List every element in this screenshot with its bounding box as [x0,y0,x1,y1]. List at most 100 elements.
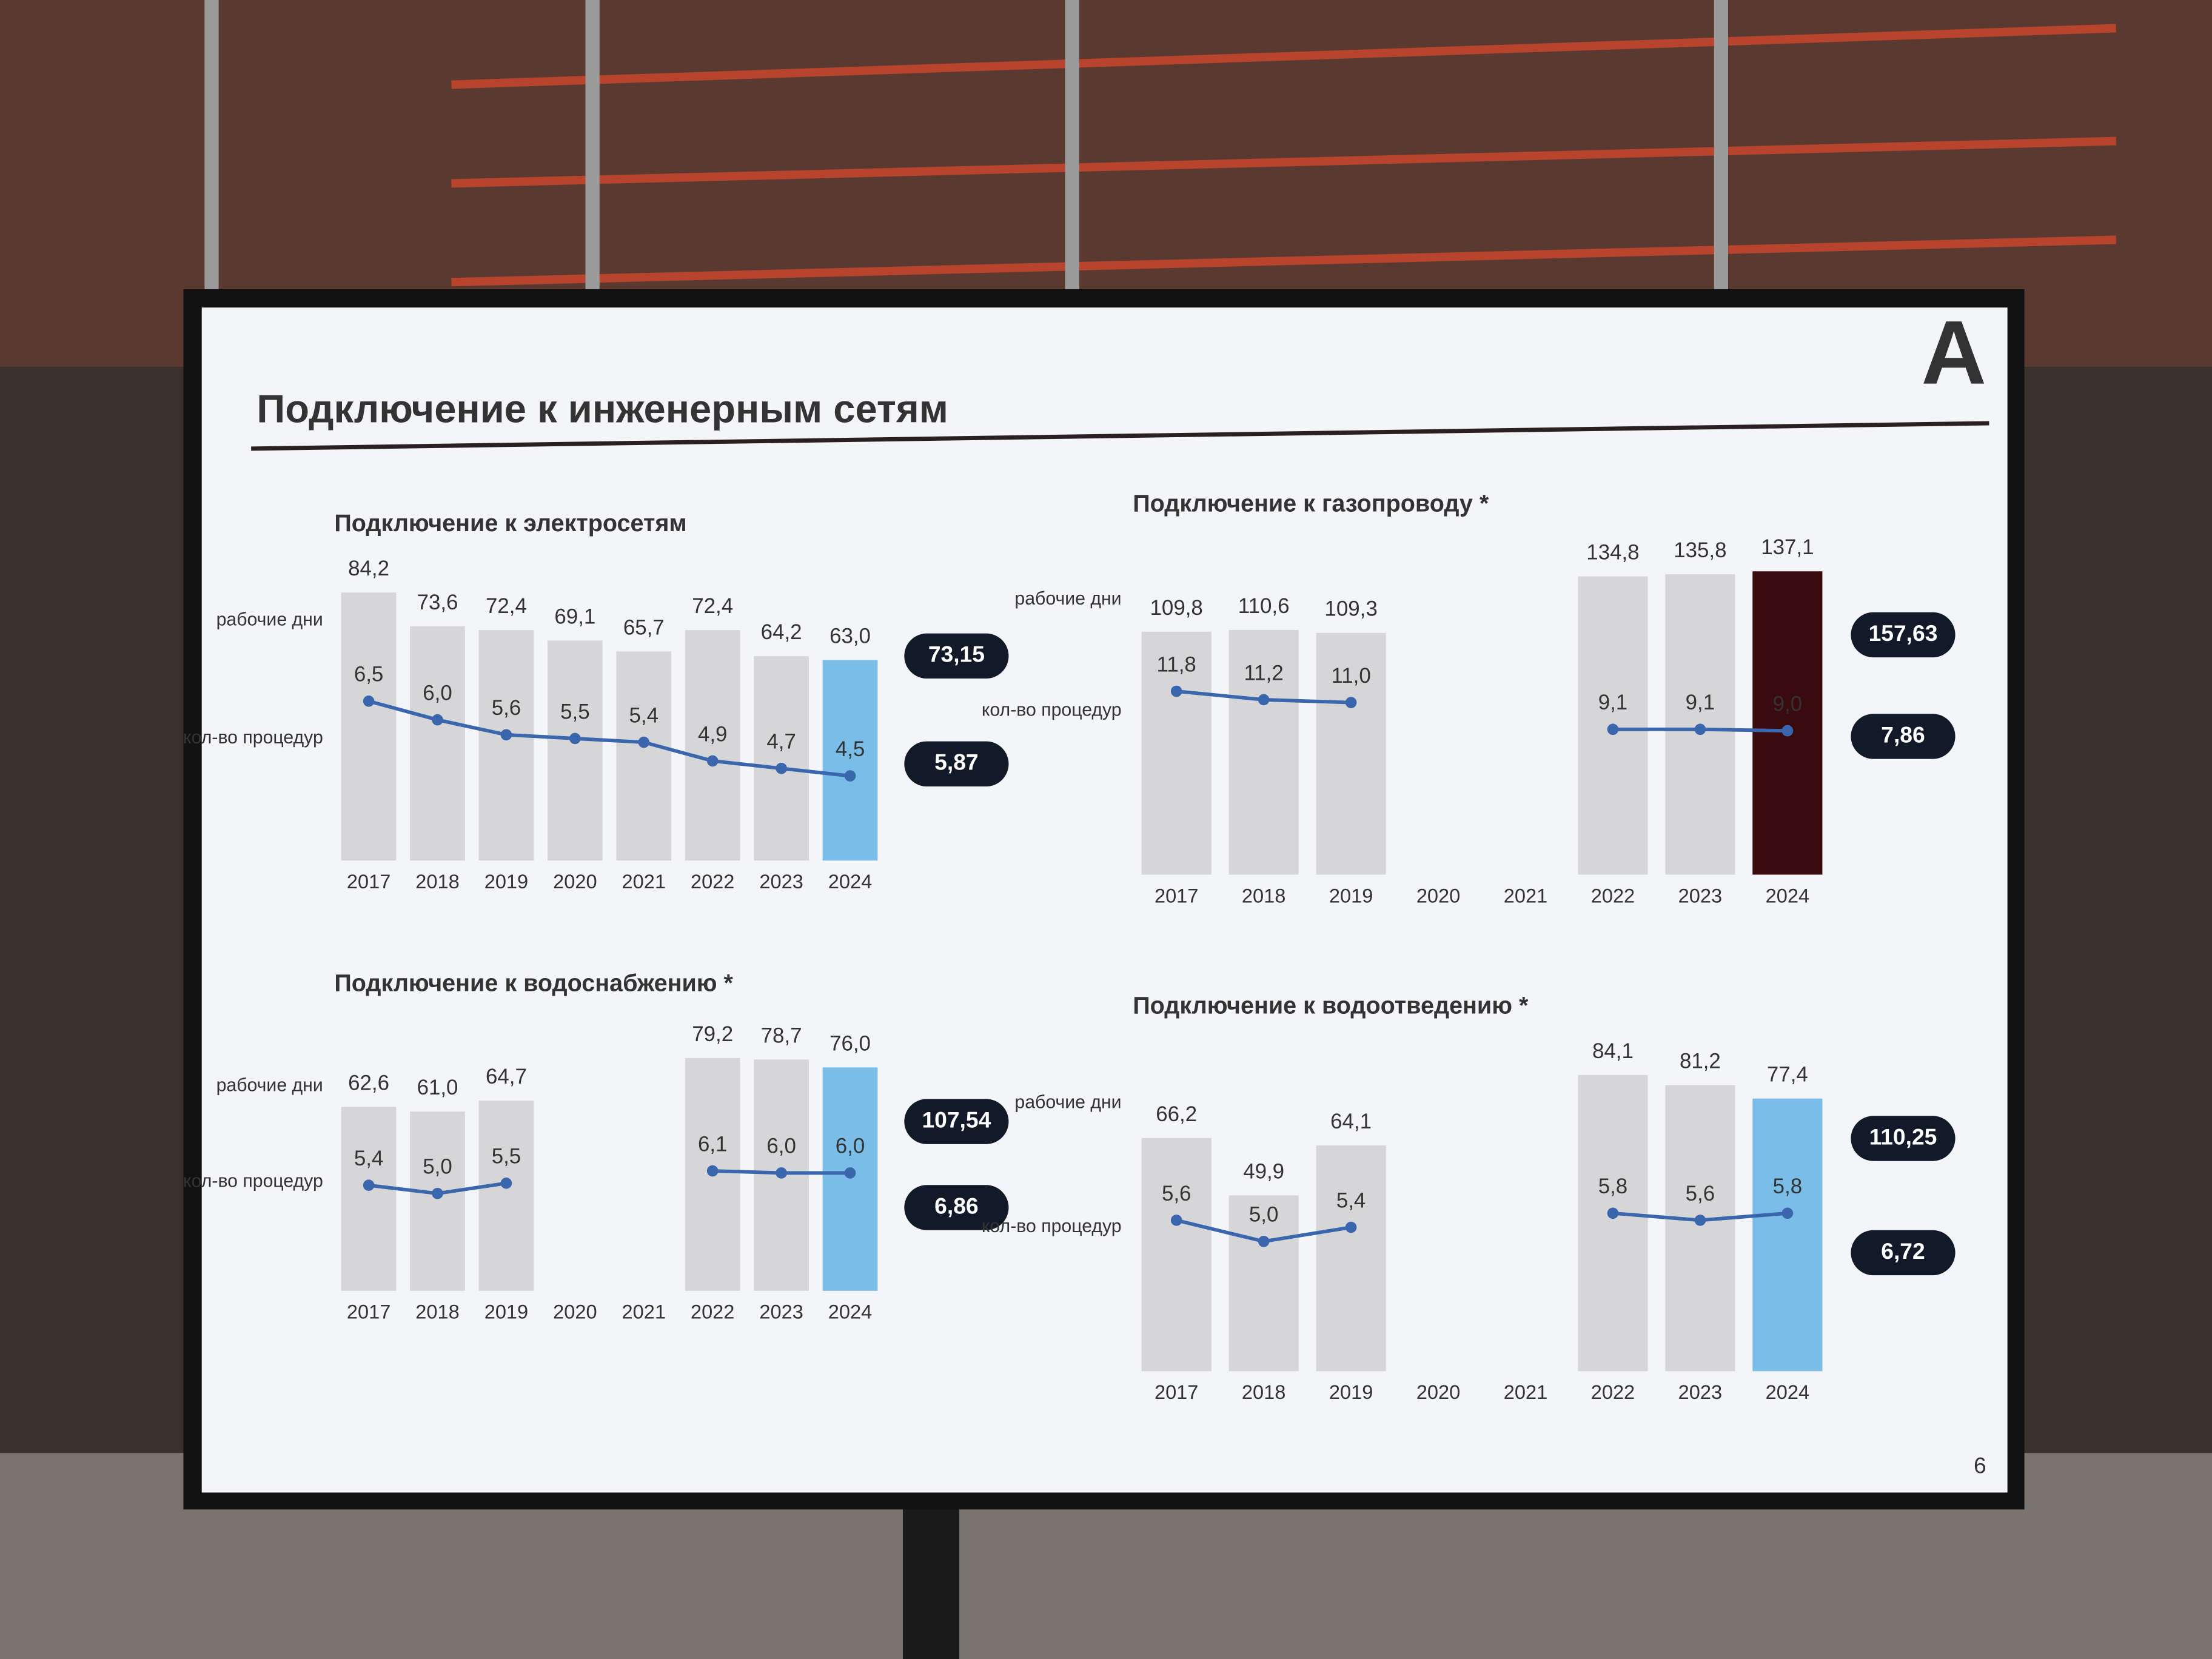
bar [547,640,603,861]
bar [616,651,672,861]
summary-badge [1851,1116,1956,1161]
point-value-label: 11,8 [1157,652,1196,676]
x-tick-label: 2018 [415,1301,459,1323]
point-value-label: 5,5 [560,700,589,723]
point [638,736,650,748]
point-value-label: 11,2 [1244,661,1283,685]
point-value-label: 4,5 [836,737,865,761]
title-rule [251,421,1989,451]
point [1170,1215,1182,1226]
point [1258,1236,1270,1247]
point-value-label: 5,8 [1598,1175,1627,1198]
series-label: рабочие дни [216,610,323,630]
bar-value-label: 61,0 [417,1076,458,1099]
bar [341,1107,397,1291]
bar-value-label: 72,4 [486,594,527,618]
point [1781,725,1794,737]
bar-value-label: 110,6 [1238,594,1290,618]
x-tick-label: 2024 [1766,1381,1809,1403]
bar-value-label: 79,2 [692,1022,733,1046]
bar-value-label: 64,7 [486,1065,527,1088]
point [776,1167,787,1179]
bar-value-label: 73,6 [417,591,458,614]
point-value-label: 5,6 [1162,1182,1191,1205]
x-tick-label: 2021 [622,871,666,893]
point [1694,723,1706,736]
point-value-label: 5,0 [1249,1203,1278,1227]
point [1694,1215,1706,1226]
point-value-label: 5,6 [1686,1182,1715,1205]
summary-badge [1851,1230,1956,1276]
point [569,732,581,745]
bar-value-label: 84,2 [348,557,389,580]
point [1258,694,1270,706]
x-tick-label: 2017 [1155,885,1198,907]
x-tick-label: 2021 [1504,1381,1547,1403]
x-tick-label: 2018 [1242,1381,1285,1403]
summary-badge [904,633,1009,679]
summary-label: 107,54 [922,1107,991,1132]
x-tick-label: 2023 [759,871,803,893]
bar [1228,629,1299,875]
bar [478,1101,534,1291]
x-tick-label: 2021 [1504,885,1547,907]
point [706,1165,719,1177]
x-tick-label: 2022 [691,871,734,893]
x-tick-label: 2019 [1329,1381,1373,1403]
slide [201,307,2008,1493]
point-value-label: 6,0 [423,681,452,705]
x-tick-label: 2017 [1155,1381,1198,1403]
point [1345,1221,1357,1233]
point [432,714,443,726]
x-tick-label: 2024 [828,871,872,893]
point [1170,685,1182,697]
point [432,1187,443,1199]
bar-value-label: 84,1 [1592,1039,1634,1063]
point [706,755,719,767]
point-value-label: 5,0 [423,1155,452,1179]
point [1607,1207,1619,1219]
x-tick-label: 2023 [759,1301,803,1323]
logo: A [1921,302,1986,403]
x-tick-label: 2022 [1591,1381,1635,1403]
chart-title: Подключение к водоснабжению * [334,970,733,996]
point [500,1178,512,1189]
point [1345,697,1357,708]
point-value-label: 5,4 [1336,1188,1366,1212]
bar-value-label: 134,8 [1586,541,1639,565]
bar [754,656,809,861]
series-label: кол-во процедур [982,700,1122,720]
series-label: рабочие дни [1014,589,1121,609]
series-label: рабочие дни [216,1075,323,1095]
bar-value-label: 64,2 [761,620,802,644]
x-tick-label: 2022 [1591,885,1635,907]
line [368,699,851,778]
bar [1578,1074,1648,1372]
chart-title: Подключение к водоотведению * [1133,993,1529,1019]
series-label: кол-во процедур [183,728,323,748]
bar [1752,1098,1823,1372]
point-value-label: 6,0 [766,1134,796,1158]
bar-value-label: 62,6 [348,1071,389,1094]
point-value-label: 5,4 [354,1147,383,1170]
point-value-label: 4,9 [698,722,727,746]
summary-label: 157,63 [1869,620,1938,646]
bar-value-label: 66,2 [1156,1102,1197,1126]
bar-value-label: 81,2 [1680,1050,1721,1073]
point-value-label: 5,8 [1773,1175,1802,1198]
slide-title: Подключение к инженерным сетям [256,387,948,431]
summary-badge [904,1185,1009,1230]
bar [410,1111,465,1291]
x-tick-label: 2023 [1678,885,1722,907]
x-tick-label: 2022 [691,1301,734,1323]
bar-value-label: 109,8 [1150,596,1203,620]
bar-value-label: 64,1 [1330,1110,1372,1133]
summary-label: 6,86 [934,1193,978,1218]
point-value-label: 5,5 [492,1145,521,1168]
bar-value-label: 69,1 [554,605,595,628]
summary-label: 6,72 [1881,1238,1925,1264]
bar [1752,571,1823,875]
summary-label: 5,87 [934,749,978,775]
x-tick-label: 2024 [828,1301,872,1323]
x-tick-label: 2021 [622,1301,666,1323]
